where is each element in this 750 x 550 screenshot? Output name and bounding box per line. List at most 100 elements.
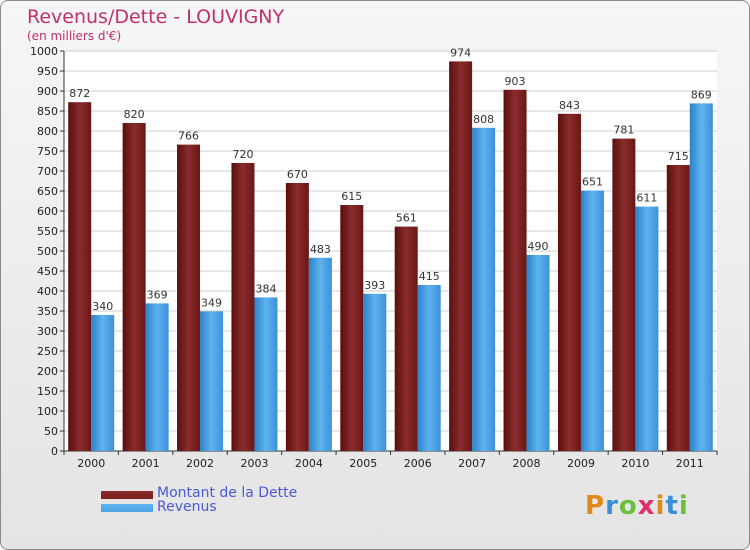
data-label: 766 bbox=[178, 130, 199, 143]
y-tick-label: 300 bbox=[37, 325, 58, 338]
y-tick-label: 200 bbox=[37, 365, 58, 378]
data-label: 843 bbox=[559, 99, 580, 112]
y-tick-label: 900 bbox=[37, 85, 58, 98]
data-label: 349 bbox=[201, 296, 222, 309]
x-tick-label: 2002 bbox=[186, 457, 214, 470]
bar-dette bbox=[68, 102, 92, 451]
legend-label-dette: Montant de la Dette bbox=[157, 485, 298, 501]
logo-letter: P bbox=[585, 491, 606, 521]
data-label: 651 bbox=[582, 176, 603, 189]
bars bbox=[68, 61, 713, 452]
bar-revenus bbox=[200, 311, 224, 451]
bar-dette bbox=[394, 226, 418, 451]
bar-revenus bbox=[308, 257, 332, 451]
y-tick-label: 600 bbox=[37, 205, 58, 218]
data-label: 903 bbox=[505, 75, 526, 88]
x-tick-label: 2001 bbox=[132, 457, 160, 470]
data-label: 820 bbox=[124, 108, 145, 121]
data-label: 615 bbox=[341, 190, 362, 203]
x-tick-label: 2007 bbox=[458, 457, 486, 470]
logo-letter: t bbox=[665, 491, 679, 521]
data-labels: 872 340 820 369 766 349 720 384 670 483 615 393 561 4… bbox=[69, 46, 712, 313]
x-tick-label: 2010 bbox=[621, 457, 649, 470]
logo-letter: r bbox=[605, 491, 619, 521]
bar-dette bbox=[231, 163, 255, 451]
y-tick-label: 850 bbox=[37, 105, 58, 118]
legend-swatch-revenus bbox=[101, 504, 153, 512]
data-label: 490 bbox=[528, 240, 549, 253]
bar-revenus bbox=[417, 285, 441, 451]
y-tick-label: 350 bbox=[37, 305, 58, 318]
logo-letter: x bbox=[637, 491, 656, 521]
data-label: 611 bbox=[636, 192, 657, 205]
bar-dette bbox=[177, 144, 201, 451]
data-label: 808 bbox=[473, 113, 494, 126]
data-label: 974 bbox=[450, 46, 471, 59]
logo-letter: o bbox=[618, 491, 638, 521]
data-label: 720 bbox=[232, 148, 253, 161]
grid-lines bbox=[64, 50, 717, 452]
data-label: 561 bbox=[396, 212, 417, 225]
bar-revenus bbox=[91, 315, 115, 451]
y-tick-label: 550 bbox=[37, 225, 58, 238]
axes bbox=[60, 50, 718, 455]
bar-revenus bbox=[363, 293, 387, 451]
x-tick-label: 2005 bbox=[349, 457, 377, 470]
data-label: 781 bbox=[613, 124, 634, 137]
bar-dette bbox=[503, 89, 527, 452]
bar-revenus bbox=[635, 206, 659, 451]
bar-dette bbox=[449, 61, 473, 452]
x-tick-label: 2011 bbox=[676, 457, 704, 470]
y-tick-label: 1000 bbox=[30, 45, 58, 58]
legend-label-revenus: Revenus bbox=[157, 499, 217, 515]
y-tick-label: 650 bbox=[37, 185, 58, 198]
bar-dette bbox=[666, 165, 690, 451]
y-tick-label: 100 bbox=[37, 405, 58, 418]
x-tick-labels: 2000 2001 2002 2003 2004 2005 2006 2007 2008 2009… bbox=[77, 457, 704, 470]
bar-dette bbox=[612, 138, 636, 451]
bar-revenus bbox=[580, 190, 604, 451]
data-label: 715 bbox=[668, 150, 689, 163]
y-tick-label: 800 bbox=[37, 125, 58, 138]
data-label: 393 bbox=[364, 279, 385, 292]
x-tick-label: 2009 bbox=[567, 457, 595, 470]
x-tick-label: 2000 bbox=[77, 457, 105, 470]
y-tick-label: 450 bbox=[37, 265, 58, 278]
bar-dette bbox=[340, 205, 364, 451]
y-tick-label: 150 bbox=[37, 385, 58, 398]
legend-swatch-dette bbox=[101, 491, 153, 499]
logo-letter: i bbox=[655, 491, 666, 521]
bar-revenus bbox=[145, 303, 169, 451]
y-tick-label: 50 bbox=[44, 425, 58, 438]
y-tick-label: 400 bbox=[37, 285, 58, 298]
bar-revenus bbox=[472, 127, 496, 452]
data-label: 869 bbox=[691, 88, 712, 101]
x-tick-label: 2008 bbox=[513, 457, 541, 470]
y-tick-label: 750 bbox=[37, 145, 58, 158]
data-label: 340 bbox=[92, 300, 113, 313]
proxiti-logo: Proxiti bbox=[585, 491, 689, 521]
data-label: 384 bbox=[255, 282, 276, 295]
y-tick-label: 950 bbox=[37, 65, 58, 78]
y-tick-labels: 0 50 100 150 200 250 300 350 400 450 500 550 600 650 7… bbox=[30, 45, 58, 458]
bar-revenus bbox=[689, 103, 713, 452]
data-label: 483 bbox=[310, 243, 331, 256]
bar-dette bbox=[285, 183, 309, 451]
bar-revenus bbox=[254, 297, 278, 451]
x-tick-label: 2006 bbox=[404, 457, 432, 470]
data-label: 670 bbox=[287, 168, 308, 181]
data-label: 872 bbox=[69, 87, 90, 100]
chart-title: Revenus/Dette - LOUVIGNY bbox=[27, 6, 285, 28]
y-tick-label: 500 bbox=[37, 245, 58, 258]
bar-dette bbox=[122, 123, 146, 451]
logo-letter: i bbox=[678, 491, 689, 521]
bar-revenus bbox=[526, 255, 550, 451]
y-tick-label: 700 bbox=[37, 165, 58, 178]
data-label: 415 bbox=[419, 270, 440, 283]
x-tick-label: 2004 bbox=[295, 457, 323, 470]
y-tick-label: 0 bbox=[51, 445, 58, 458]
x-tick-label: 2003 bbox=[240, 457, 268, 470]
data-label: 369 bbox=[147, 288, 168, 301]
